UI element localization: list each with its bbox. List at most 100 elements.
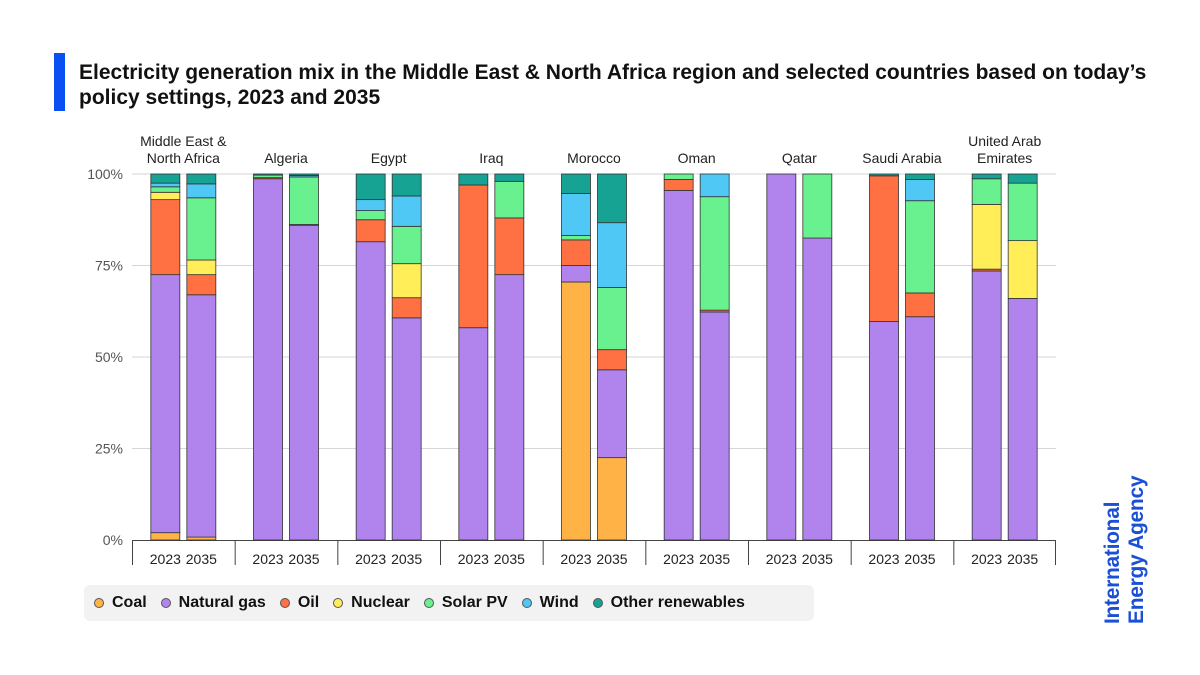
legend-dot-icon — [592, 598, 603, 608]
bar-segment-oil — [561, 239, 591, 266]
legend-dot-icon — [521, 598, 532, 608]
x-tick-label: 2023 — [458, 551, 489, 567]
bar-segment-wind — [905, 179, 935, 202]
group-label: Oman — [678, 150, 716, 166]
legend-item: Coal — [94, 594, 147, 612]
bar-segment-oil — [869, 175, 899, 322]
bar-segment-wind — [186, 183, 217, 199]
bar-segment-solar-pv — [699, 196, 730, 311]
bar-segment-coal — [186, 536, 217, 541]
bar-segment-oil — [494, 217, 525, 276]
bar-segment-coal — [561, 281, 591, 541]
bar-segment-nuclear — [391, 263, 422, 299]
bar-segment-wind — [150, 182, 181, 188]
bar-segment-natural-gas — [186, 294, 217, 538]
x-tick-label: 2023 — [663, 551, 694, 567]
bar-segment-wind — [597, 222, 627, 288]
bar-segment-other-renewables — [458, 173, 489, 186]
bar-segment-other-renewables — [355, 173, 386, 201]
bar-segment-solar-pv — [391, 225, 422, 265]
bar-segment-other-renewables — [561, 173, 591, 194]
bar-segment-oil — [391, 297, 422, 319]
bar-segment-natural-gas — [458, 327, 489, 541]
bar-segment-solar-pv — [1007, 182, 1038, 242]
x-tick-label: 2035 — [802, 551, 833, 567]
x-tick-label: 2035 — [186, 551, 217, 567]
chart-legend: Coal Natural gas Oil Nuclear Solar PV Wind Oth… — [84, 585, 814, 621]
x-tick-label: 2023 — [971, 551, 1002, 567]
bar-segment-solar-pv — [802, 173, 833, 239]
bar-segment-oil — [186, 274, 217, 296]
bar-segment-other-renewables — [150, 173, 181, 184]
logo-line-2: Energy Agency — [1125, 475, 1148, 624]
bar-segment-nuclear — [186, 259, 217, 276]
bar-segment-oil — [355, 219, 386, 243]
group-label: Iraq — [479, 150, 503, 166]
legend-label: Wind — [539, 594, 579, 611]
bar-segment-nuclear — [971, 203, 1002, 270]
legend-item: Other renewables — [592, 594, 745, 612]
bar-segment-oil — [905, 292, 935, 318]
y-tick-label: 100% — [87, 166, 123, 182]
bar-segment-nuclear — [150, 191, 181, 201]
bar-segment-solar-pv — [597, 287, 627, 351]
bar-segment-other-renewables — [289, 173, 319, 176]
group-label: Algeria — [264, 150, 308, 166]
bar-segment-natural-gas — [699, 311, 730, 541]
bar-segment-natural-gas — [1007, 298, 1038, 541]
bar-segment-wind — [561, 192, 591, 236]
x-tick-label: 2023 — [560, 551, 591, 567]
x-tick-label: 2035 — [288, 551, 319, 567]
group-label: Saudi Arabia — [862, 150, 942, 166]
x-tick-label: 2035 — [904, 551, 935, 567]
x-tick-label: 2035 — [699, 551, 730, 567]
legend-dot-icon — [333, 598, 344, 608]
iea-logo: International Energy Agency — [1100, 462, 1160, 627]
y-tick-label: 50% — [95, 349, 123, 365]
bar-segment-other-renewables — [905, 173, 935, 180]
bar-segment-other-renewables — [869, 173, 899, 177]
bar-segment-natural-gas — [494, 274, 525, 541]
bar-segment-other-renewables — [1007, 173, 1038, 184]
bar-segment-solar-pv — [971, 178, 1002, 205]
group-label: Morocco — [567, 150, 621, 166]
bar-segment-solar-pv — [186, 197, 217, 261]
legend-label: Coal — [112, 594, 147, 611]
bar-segment-wind — [391, 195, 422, 227]
bar-segment-natural-gas — [971, 270, 1002, 541]
bar-segment-solar-pv — [289, 176, 319, 225]
bar-segment-natural-gas — [869, 321, 899, 541]
chart-title: Electricity generation mix in the Middle… — [79, 61, 1147, 109]
bar-segment-natural-gas — [253, 178, 283, 541]
bar-segment-natural-gas — [905, 316, 935, 541]
legend-label: Natural gas — [178, 594, 266, 611]
bar-segment-wind — [699, 173, 730, 198]
bar-segment-other-renewables — [597, 173, 627, 224]
bar-segment-coal — [150, 532, 181, 541]
bar-segment-natural-gas — [597, 369, 627, 459]
legend-item: Natural gas — [160, 594, 266, 612]
bar-segment-natural-gas — [289, 224, 319, 541]
bar-segment-solar-pv — [150, 186, 181, 193]
group-label: Middle East & — [140, 133, 227, 149]
legend-item: Nuclear — [333, 594, 410, 612]
legend-dot-icon — [423, 598, 434, 608]
bar-segment-solar-pv — [355, 210, 386, 221]
legend-dot-icon — [279, 598, 290, 608]
legend-item: Oil — [279, 594, 320, 612]
logo-line-1: International — [1101, 501, 1124, 624]
bar-segment-natural-gas — [391, 317, 422, 541]
x-tick-label: 2035 — [494, 551, 525, 567]
bar-segment-solar-pv — [905, 200, 935, 294]
legend-dot-icon — [160, 598, 171, 608]
bar-segment-other-renewables — [494, 173, 525, 182]
bar-segment-natural-gas — [150, 274, 181, 534]
bar-segment-oil — [663, 179, 694, 191]
group-label: Emirates — [977, 150, 1032, 166]
bar-segment-natural-gas — [663, 190, 694, 541]
group-label: North Africa — [147, 150, 220, 166]
bar-segment-other-renewables — [253, 173, 283, 176]
legend-label: Oil — [297, 594, 320, 611]
group-label: Egypt — [371, 150, 407, 166]
